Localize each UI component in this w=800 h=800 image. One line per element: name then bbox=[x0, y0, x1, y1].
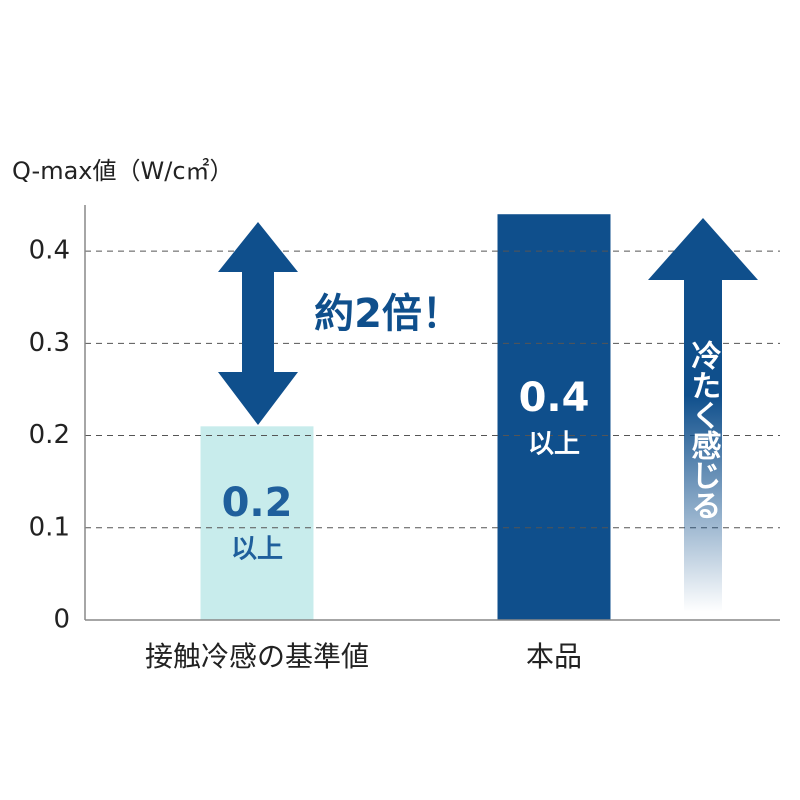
y-tick-label: 0.2 bbox=[29, 420, 70, 450]
value-label: 0.4 bbox=[519, 375, 590, 421]
y-tick-label: 0 bbox=[53, 605, 70, 635]
value-label-suffix: 以上 bbox=[528, 430, 580, 460]
value-label: 0.2 bbox=[222, 480, 293, 526]
y-axis-label: Q-max値（W/c㎡） bbox=[12, 157, 234, 185]
bar bbox=[497, 214, 611, 620]
feeling-annotation: 冷たく感じる bbox=[686, 340, 722, 520]
y-tick-label: 0.4 bbox=[29, 236, 70, 266]
y-tick-label: 0.1 bbox=[29, 512, 70, 542]
value-label-suffix: 以上 bbox=[231, 535, 283, 565]
bar bbox=[200, 426, 314, 620]
up-arrow bbox=[648, 218, 758, 612]
ratio-annotation: 約2倍！ bbox=[314, 291, 462, 337]
double-arrow bbox=[218, 222, 298, 425]
x-tick-label: 本品 bbox=[526, 640, 582, 673]
y-tick-label: 0.3 bbox=[29, 328, 70, 358]
x-tick-label: 接触冷感の基準値 bbox=[145, 640, 369, 673]
